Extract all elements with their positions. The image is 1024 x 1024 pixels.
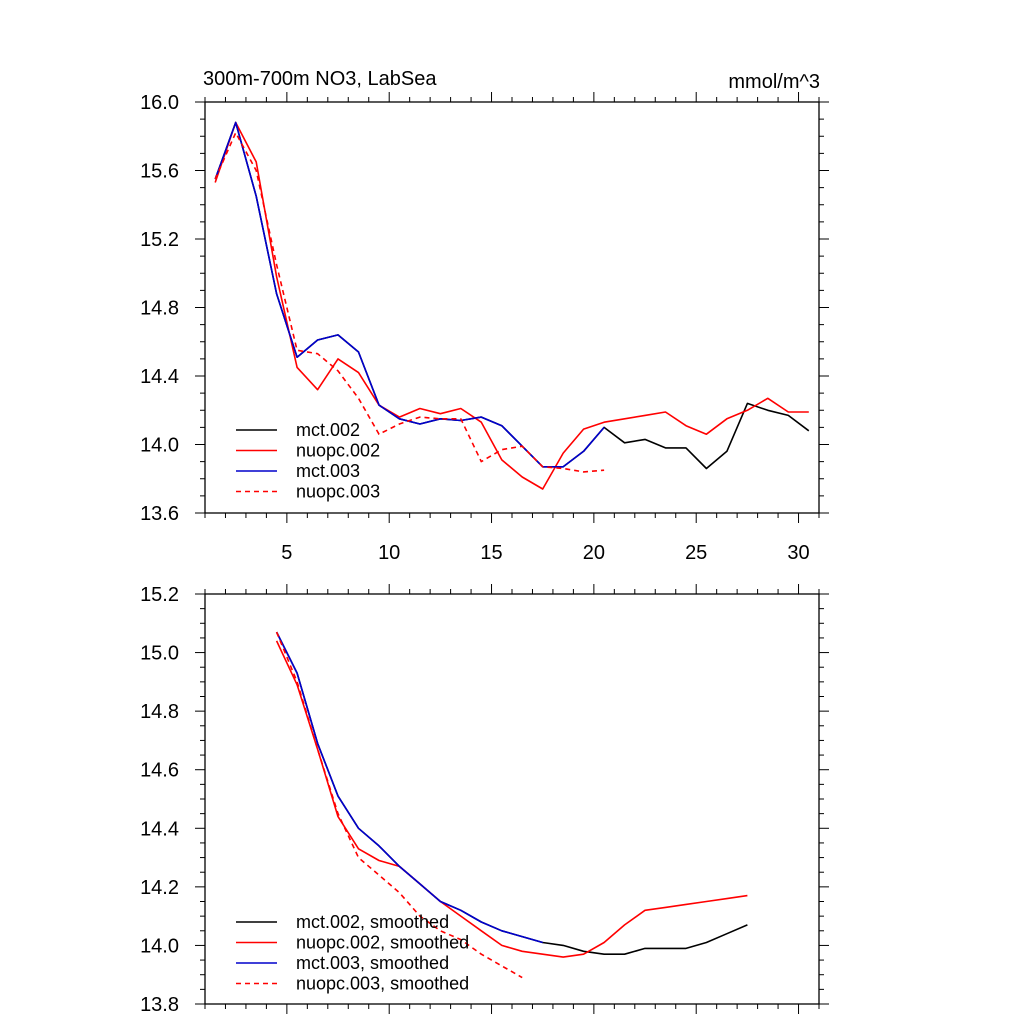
bottom-panel: 13.8 14.0 14.2 14.4 14.6 14.8 15.0 15.2 mct.002,… xyxy=(140,584,829,1016)
legend-label: mct.002 xyxy=(296,420,360,440)
series-group xyxy=(275,631,748,979)
series-group xyxy=(214,121,810,490)
y-tick-label: 13.8 xyxy=(140,994,179,1016)
y-tick-label: 14.8 xyxy=(140,298,179,320)
series-line-1 xyxy=(214,121,810,470)
legend-label: nuopc.002 xyxy=(296,441,380,461)
legend-label: mct.002, smoothed xyxy=(296,912,449,932)
legend-label: nuopc.003 xyxy=(296,482,380,502)
units-label: mmol/m^3 xyxy=(728,71,820,93)
tick-marks xyxy=(195,584,829,1014)
y-tick-label: 14.8 xyxy=(140,701,179,723)
legend-label: nuopc.003, smoothed xyxy=(296,974,469,994)
series-line-3 xyxy=(275,631,543,944)
chart-title: 300m-700m NO3, LabSea xyxy=(203,68,437,90)
y-tick-label: 14.6 xyxy=(140,760,179,782)
y-tick-label: 15.0 xyxy=(140,643,179,665)
y-tick-label: 14.0 xyxy=(140,935,179,957)
y-tick-label: 14.4 xyxy=(140,818,179,840)
y-tick-label: 13.6 xyxy=(140,503,179,525)
top-panel: 13.6 14.0 14.4 14.8 15.2 15.6 16.0 5 10 15 20 25 30 m… xyxy=(140,92,829,564)
x-tick-label: 5 xyxy=(281,542,292,564)
x-tick-label: 25 xyxy=(685,542,707,564)
y-tick-label: 14.4 xyxy=(140,366,179,388)
series-line-3 xyxy=(214,121,605,468)
y-tick-label: 15.6 xyxy=(140,161,179,183)
series-line-2 xyxy=(275,640,748,958)
series-line-4 xyxy=(275,631,523,979)
legend-label: mct.003 xyxy=(296,461,360,481)
y-tick-label: 16.0 xyxy=(140,92,179,114)
series-line-2 xyxy=(214,121,809,490)
tick-marks xyxy=(195,92,829,523)
x-tick-label: 20 xyxy=(583,542,605,564)
x-tick-label: 15 xyxy=(480,542,502,564)
series-line-4 xyxy=(214,132,605,473)
legend-label: nuopc.002, smoothed xyxy=(296,933,469,953)
x-tick-label: 10 xyxy=(378,542,400,564)
y-tick-label: 14.0 xyxy=(140,435,179,457)
y-tick-label: 14.2 xyxy=(140,877,179,899)
y-tick-label: 15.2 xyxy=(140,229,179,251)
y-tick-label: 15.2 xyxy=(140,584,179,606)
legend-label: mct.003, smoothed xyxy=(296,953,449,973)
x-tick-label: 30 xyxy=(787,542,809,564)
